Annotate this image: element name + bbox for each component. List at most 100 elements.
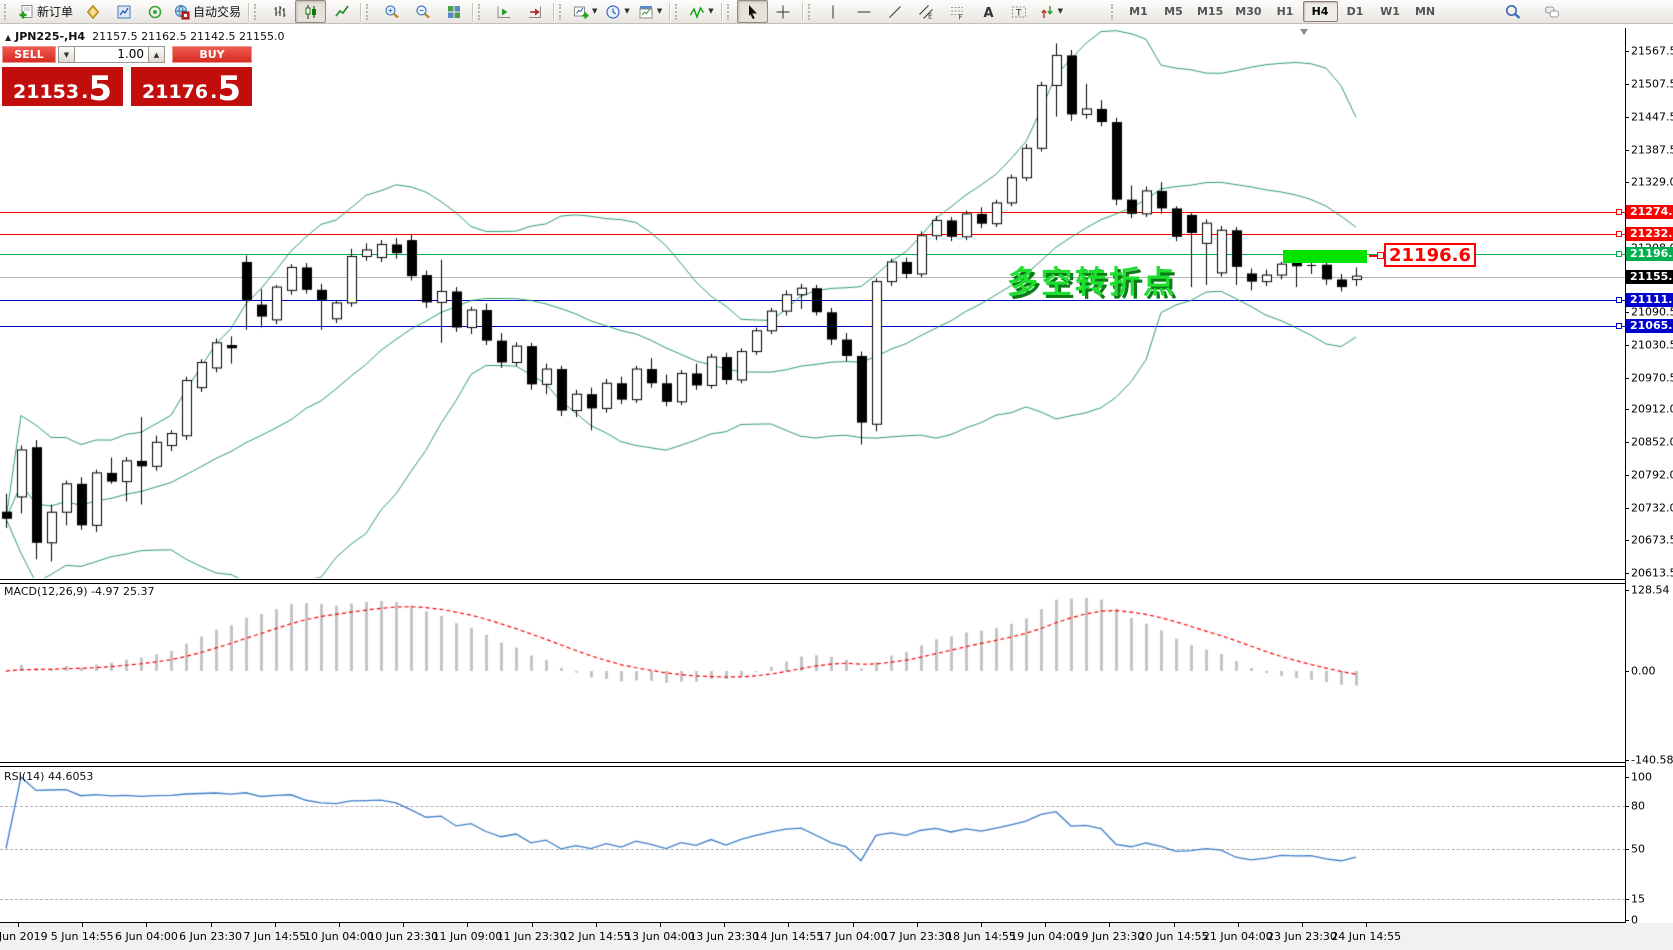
buy-price[interactable]: 21176. 5 <box>131 67 252 106</box>
chat-button[interactable] <box>1536 0 1567 23</box>
auto-scroll-button[interactable] <box>488 0 519 23</box>
time-axis-label: 4 Jun 2019 <box>0 930 48 943</box>
main-toolbar: 新订单 自动交易 ▼ ▼ ▼ ▼ E F A T ▼ M1 M5 M15 M30 H1 H4 D1 W1 MN <box>0 0 1673 24</box>
rsi-axis-label: 100 <box>1631 770 1652 784</box>
chevron-down-icon[interactable]: ▼ <box>1057 7 1063 15</box>
time-axis-tick <box>917 922 918 927</box>
time-axis-label: 17 Jun 04:00 <box>817 930 888 943</box>
toolbar-separator <box>801 2 803 21</box>
chevron-down-icon[interactable]: ▼ <box>592 7 598 15</box>
time-axis-label: 19 Jun 23:30 <box>1074 930 1145 943</box>
indicators-button[interactable]: ▼ <box>685 0 717 23</box>
text-label-button[interactable]: T <box>1004 0 1035 23</box>
timeframe-h1[interactable]: H1 <box>1276 5 1294 18</box>
timeframe-m30[interactable]: M30 <box>1235 5 1262 18</box>
text-button[interactable]: A <box>973 0 1004 23</box>
price-axis-label: 20673.5 <box>1631 533 1673 547</box>
autotrading-button[interactable]: 自动交易 <box>170 0 245 23</box>
price-axis-tick <box>1625 182 1629 183</box>
toolbar-grip[interactable] <box>254 3 261 20</box>
chevron-down-icon[interactable]: ▼ <box>624 7 630 15</box>
timeframe-m1[interactable]: M1 <box>1129 5 1148 18</box>
crosshair-button[interactable] <box>768 0 799 23</box>
market-watch-button[interactable] <box>108 0 139 23</box>
highlight-trendline-object[interactable] <box>1283 250 1367 263</box>
timeframe-d1[interactable]: D1 <box>1346 5 1364 18</box>
chevron-down-icon[interactable]: ▼ <box>708 7 714 15</box>
volume-decrease-button[interactable]: ▼ <box>58 46 75 63</box>
toolbar-grip[interactable] <box>726 3 734 20</box>
time-axis-label: 10 Jun 04:00 <box>304 930 374 943</box>
toolbar-grip[interactable] <box>807 3 815 20</box>
toolbar-grip[interactable] <box>1110 3 1118 20</box>
new-order-button[interactable]: 新订单 <box>14 0 77 23</box>
timeframe-group: M1 M5 M15 M30 H1 H4 D1 W1 MN <box>1109 0 1443 23</box>
zoom-out-button[interactable] <box>407 0 438 23</box>
arrows-button[interactable]: ▼ <box>1035 0 1067 23</box>
one-click-trading-panel: SELL ▼ 1.00 ▲ BUY 21153. 5 21176. 5 <box>2 46 252 106</box>
chevron-down-icon[interactable]: ▼ <box>656 7 663 15</box>
price-axis-label: 21329.0 <box>1631 175 1673 189</box>
time-axis-tick <box>1109 922 1110 927</box>
horizontal-line-button[interactable] <box>849 0 880 23</box>
candlestick-chart-button[interactable] <box>295 0 327 23</box>
timeframe-w1[interactable]: W1 <box>1380 5 1400 18</box>
channel-icon: E <box>918 4 934 20</box>
sell-price[interactable]: 21153. 5 <box>2 67 123 106</box>
volume-increase-button[interactable]: ▲ <box>148 46 165 63</box>
toolbar-grip[interactable] <box>675 3 682 20</box>
time-axis-tick <box>18 922 19 927</box>
time-axis-tick <box>660 922 661 927</box>
volume-input[interactable]: 1.00 <box>74 46 149 63</box>
new-chart-button[interactable]: ▼ <box>569 0 601 23</box>
chart-shift-button[interactable] <box>519 0 550 23</box>
toolbar-group: E F A T ▼ <box>806 0 1067 23</box>
vertical-line-button[interactable] <box>818 0 849 23</box>
time-axis-label: 21 Jun 04:00 <box>1202 930 1273 943</box>
toolbar-grip[interactable] <box>4 3 11 20</box>
price-axis-label: 21447.5 <box>1631 110 1673 124</box>
chart-annotation-text[interactable]: 多空转折点 <box>1007 265 1177 301</box>
time-axis-label: 7 Jun 14:55 <box>243 930 307 943</box>
zoom-in-button[interactable] <box>376 0 407 23</box>
time-axis-tick <box>275 922 276 927</box>
scroll-to-end-marker[interactable] <box>1300 29 1308 35</box>
time-axis-label: 19 Jun 04:00 <box>1010 930 1081 943</box>
time-axis-label: 6 Jun 23:30 <box>179 930 243 943</box>
toolbar-grip[interactable] <box>559 3 566 20</box>
rsi-axis-label: 80 <box>1631 799 1645 813</box>
timeframe-m5[interactable]: M5 <box>1164 5 1183 18</box>
collapse-panel-icon[interactable]: ▲ <box>5 33 12 42</box>
hline-icon <box>856 4 872 20</box>
candlestick-icon <box>303 4 319 20</box>
sell-button[interactable]: SELL <box>2 46 56 63</box>
price-axis-tick <box>1625 508 1629 509</box>
buy-button[interactable]: BUY <box>172 46 252 63</box>
tile-windows-button[interactable] <box>438 0 469 23</box>
cursor-button[interactable] <box>736 0 768 23</box>
history-center-button[interactable] <box>77 0 108 23</box>
price-callout-box[interactable]: 21196.6 <box>1384 243 1476 267</box>
channel-button[interactable]: E <box>911 0 942 23</box>
auto-scroll-icon <box>496 4 512 20</box>
trendline-button[interactable] <box>880 0 911 23</box>
line-chart-icon <box>334 4 350 20</box>
timeframe-h4[interactable]: H4 <box>1302 1 1338 22</box>
fibonacci-button[interactable]: F <box>942 0 973 23</box>
timeframe-m15[interactable]: M15 <box>1196 5 1224 18</box>
toolbar-grip[interactable] <box>366 3 373 20</box>
macd-axis-label: 0.00 <box>1631 664 1656 678</box>
indicators-icon <box>689 4 705 20</box>
toolbar-grip[interactable] <box>478 3 485 20</box>
history-icon <box>85 4 101 20</box>
search-button[interactable] <box>1497 0 1528 23</box>
timeframe-mn[interactable]: MN <box>1414 5 1436 18</box>
signals-button[interactable] <box>139 0 170 23</box>
time-axis-label: 12 Jun 14:55 <box>560 930 631 943</box>
profiles-button[interactable]: ▼ <box>601 0 633 23</box>
templates-button[interactable]: ▼ <box>634 0 666 23</box>
hline-end-marker <box>1616 209 1622 215</box>
line-chart-button[interactable] <box>326 0 357 23</box>
bar-chart-button[interactable] <box>264 0 295 23</box>
